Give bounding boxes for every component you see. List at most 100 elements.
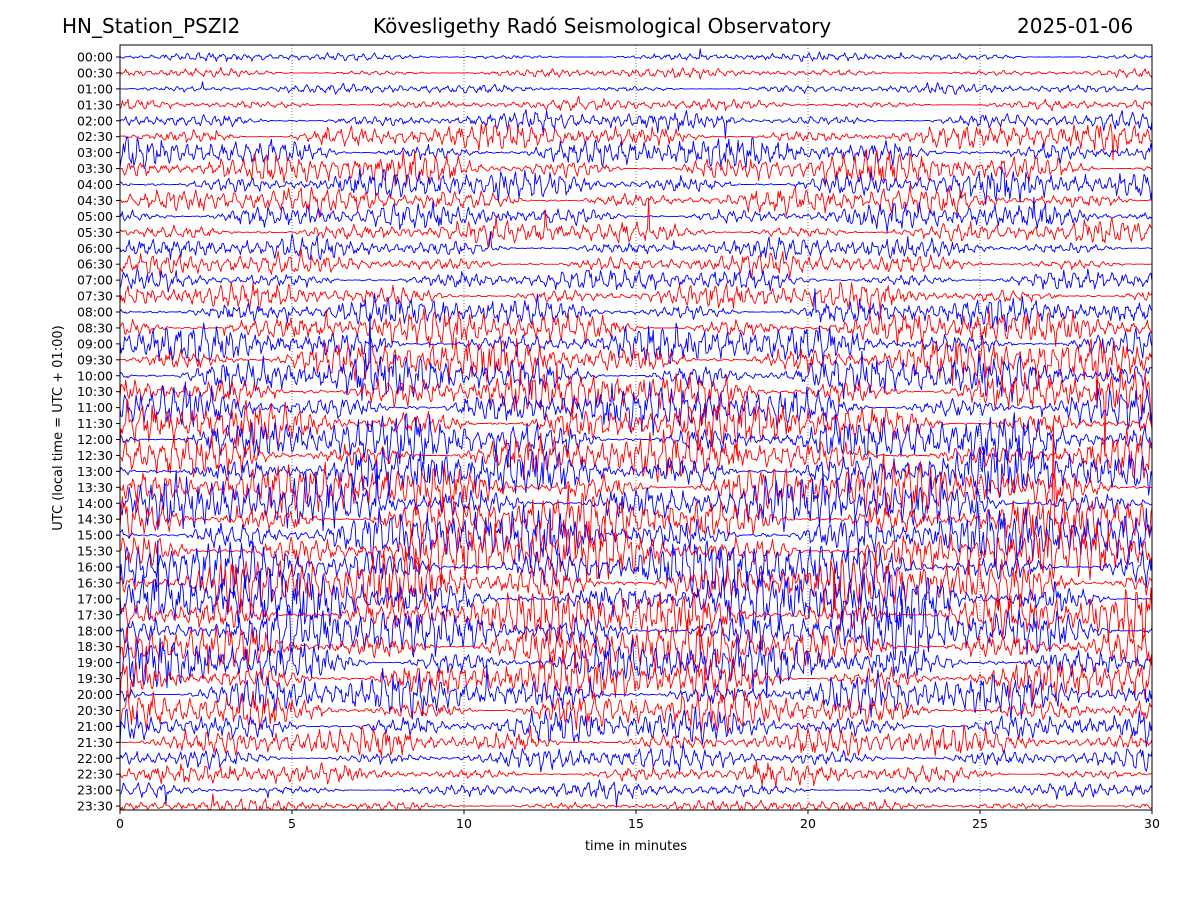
- y-tick-label: 21:30: [77, 735, 113, 750]
- y-tick-label: 22:30: [77, 767, 113, 782]
- y-tick-label: 16:00: [77, 560, 113, 575]
- seismic-trace-0600: [120, 231, 1152, 261]
- seismic-trace-1230: [120, 427, 1152, 483]
- seismic-trace-2000: [120, 664, 1152, 721]
- seismic-trace-0830: [120, 308, 1152, 350]
- seismic-trace-0400: [120, 166, 1152, 205]
- station-name: HN_Station_PSZI2: [62, 14, 241, 38]
- y-tick-label: 18:00: [77, 623, 113, 638]
- y-tick-label: 18:30: [77, 639, 113, 654]
- y-tick-label: 01:30: [77, 97, 113, 112]
- seismic-trace-0200: [120, 109, 1152, 139]
- y-tick-label: 19:00: [77, 655, 113, 670]
- seismic-trace-1500: [120, 501, 1152, 569]
- y-tick-label: 02:30: [77, 129, 113, 144]
- y-tick-label: 19:30: [77, 671, 113, 686]
- seismic-trace-0530: [120, 198, 1152, 248]
- y-tick-label: 02:00: [77, 113, 113, 128]
- y-tick-label: 04:30: [77, 193, 113, 208]
- y-tick-label: 15:00: [77, 528, 113, 543]
- y-tick-label: 09:00: [77, 336, 113, 351]
- y-tick-label: 08:30: [77, 320, 113, 335]
- y-axis-label: UTC (local time = UTC + 01:00): [51, 325, 66, 530]
- y-tick-label: 05:30: [77, 225, 113, 240]
- seismic-trace-2230: [120, 759, 1152, 789]
- y-tick-label: 06:30: [77, 257, 113, 272]
- seismic-trace-2030: [120, 687, 1152, 734]
- seismic-trace-1930: [120, 648, 1152, 705]
- seismic-trace-0330: [120, 149, 1152, 188]
- seismic-trace-0100: [120, 81, 1152, 95]
- seismic-trace-1200: [120, 412, 1152, 465]
- y-tick-label: 09:30: [77, 352, 113, 367]
- y-tick-label: 20:00: [77, 687, 113, 702]
- seismic-trace-0730: [120, 281, 1152, 314]
- x-tick-label: 30: [1144, 816, 1160, 831]
- seismic-trace-1100: [120, 381, 1152, 436]
- seismic-trace-2130: [120, 724, 1152, 759]
- x-tick-label: 5: [288, 816, 296, 831]
- x-tick-label: 15: [628, 816, 644, 831]
- seismic-trace-1900: [120, 635, 1152, 698]
- trace-group: [120, 48, 1152, 810]
- x-tick-label: 25: [972, 816, 988, 831]
- y-tick-label: 13:00: [77, 464, 113, 479]
- y-tick-label: 08:00: [77, 305, 113, 320]
- y-tick-label: 03:00: [77, 145, 113, 160]
- seismic-trace-1530: [120, 522, 1152, 582]
- y-tick-label: 07:30: [77, 289, 113, 304]
- seismic-trace-0700: [120, 268, 1152, 293]
- seismic-trace-0800: [120, 288, 1152, 333]
- seismic-trace-0130: [120, 95, 1152, 112]
- seismic-trace-1400: [120, 459, 1152, 533]
- seismic-trace-1330: [120, 453, 1152, 516]
- seismic-trace-0500: [120, 196, 1152, 233]
- y-tick-label: 00:00: [77, 50, 113, 65]
- y-tick-label: 17:30: [77, 607, 113, 622]
- seismic-trace-1630: [120, 546, 1152, 616]
- seismic-trace-2330: [120, 793, 1152, 810]
- seismic-trace-1300: [120, 444, 1152, 499]
- seismic-trace-0900: [120, 322, 1152, 364]
- y-tick-label: 12:00: [77, 432, 113, 447]
- y-tick-label: 20:30: [77, 703, 113, 718]
- x-tick-label: 10: [456, 816, 472, 831]
- chart-date: 2025-01-06: [1017, 14, 1134, 38]
- y-tick-label: 00:30: [77, 65, 113, 80]
- seismic-trace-1030: [120, 364, 1152, 454]
- y-tick-label: 17:00: [77, 591, 113, 606]
- y-tick-label: 22:00: [77, 751, 113, 766]
- chart-title: Kövesligethy Radó Seismological Observat…: [373, 14, 832, 38]
- seismic-trace-2100: [120, 706, 1152, 748]
- x-axis-label: time in minutes: [585, 839, 687, 854]
- seismic-trace-2200: [120, 743, 1152, 773]
- seismic-trace-1730: [120, 566, 1152, 645]
- y-axis: 00:0000:3001:0001:3002:0002:3003:0003:30…: [77, 50, 120, 814]
- y-tick-label: 12:30: [77, 448, 113, 463]
- seismic-trace-0300: [120, 136, 1152, 170]
- y-tick-label: 11:30: [77, 416, 113, 431]
- y-tick-label: 01:00: [77, 81, 113, 96]
- y-tick-label: 23:00: [77, 783, 113, 798]
- y-tick-label: 14:00: [77, 496, 113, 511]
- y-tick-label: 14:30: [77, 512, 113, 527]
- seismic-trace-1430: [120, 421, 1152, 558]
- seismic-trace-0030: [120, 66, 1152, 80]
- y-tick-label: 23:30: [77, 799, 113, 814]
- y-tick-label: 04:00: [77, 177, 113, 192]
- y-tick-label: 03:30: [77, 161, 113, 176]
- seismic-trace-2300: [120, 779, 1152, 807]
- y-tick-label: 10:30: [77, 384, 113, 399]
- y-tick-label: 15:30: [77, 544, 113, 559]
- x-tick-label: 0: [116, 816, 124, 831]
- y-tick-label: 21:00: [77, 719, 113, 734]
- y-tick-label: 16:30: [77, 575, 113, 590]
- seismic-trace-0630: [120, 248, 1152, 279]
- seismic-trace-0430: [120, 184, 1152, 219]
- seismic-trace-0230: [120, 122, 1152, 161]
- x-tick-label: 20: [800, 816, 816, 831]
- y-tick-label: 06:00: [77, 241, 113, 256]
- seismic-trace-1830: [120, 618, 1152, 681]
- x-axis: 0 5 10 15 20 25 30: [116, 810, 1160, 831]
